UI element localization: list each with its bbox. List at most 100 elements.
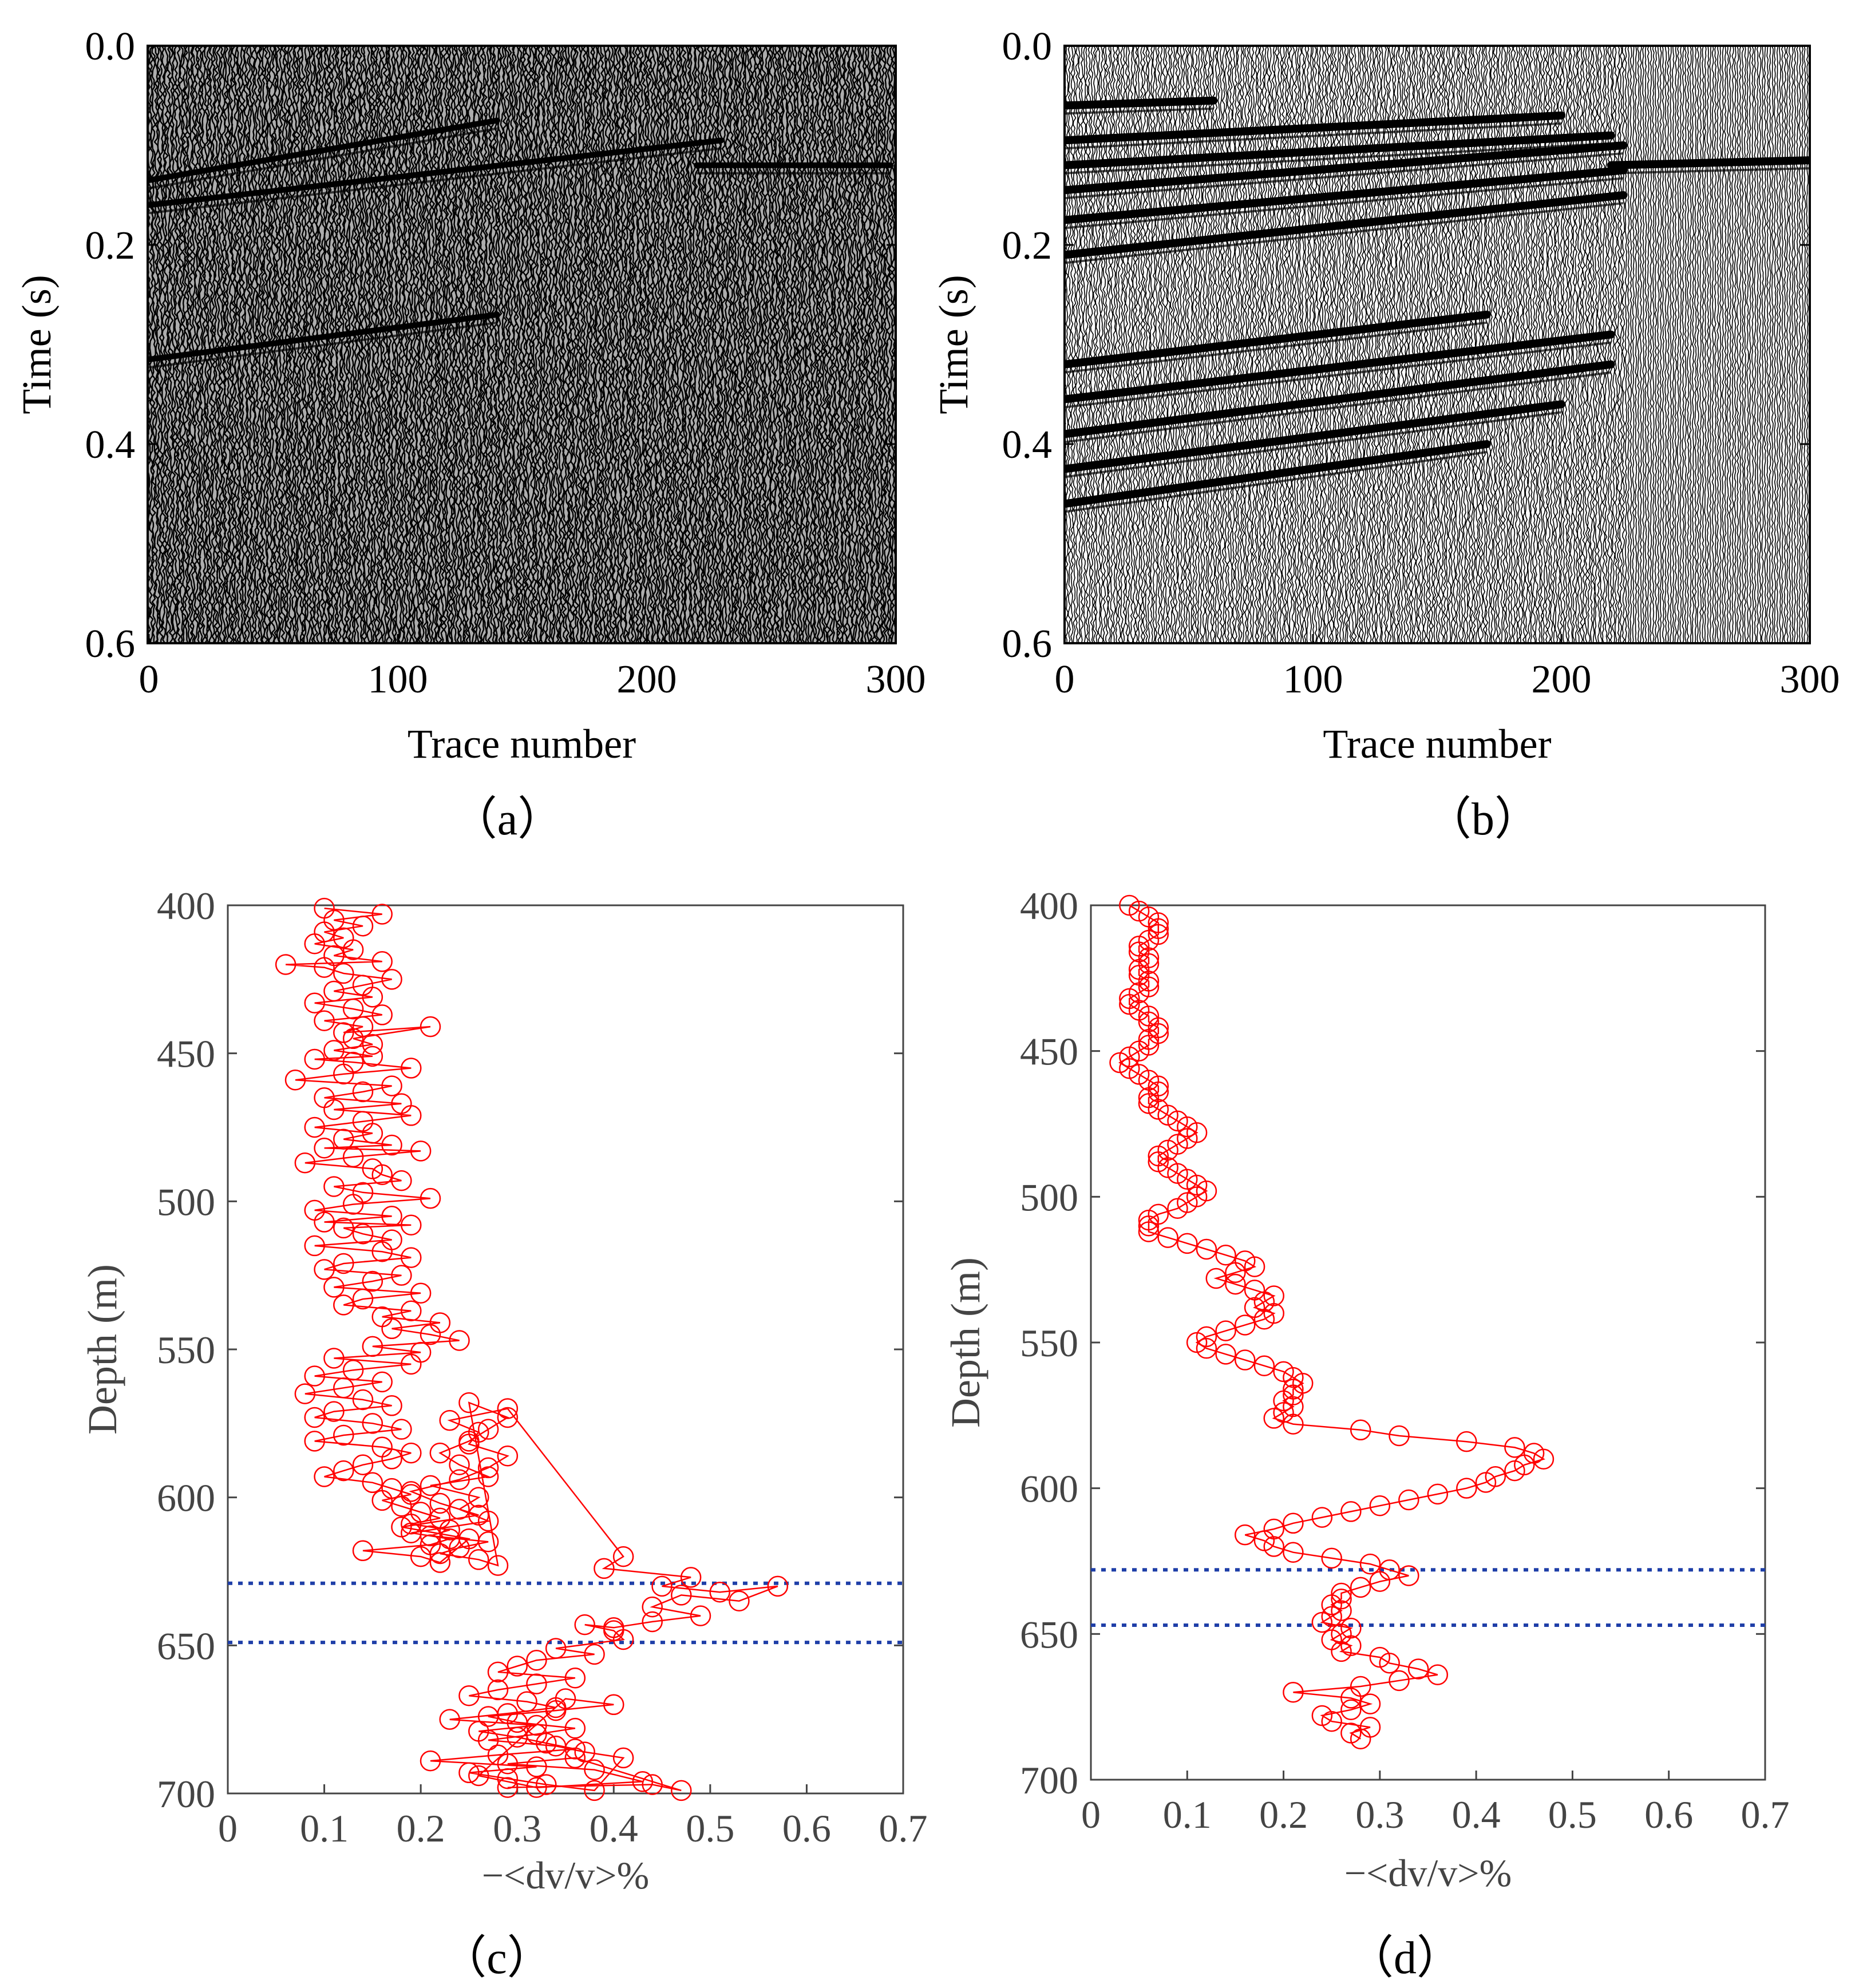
x-axis-label: −<dv/v>% xyxy=(482,1854,650,1897)
reflection-event xyxy=(1065,131,1615,169)
reflection-event xyxy=(1065,111,1565,145)
data-point xyxy=(632,1771,654,1792)
x-tick-label: 0.3 xyxy=(493,1807,541,1850)
data-point xyxy=(516,1691,537,1712)
data-point xyxy=(1235,1314,1256,1336)
data-point xyxy=(391,1419,412,1440)
reflection-event xyxy=(148,137,725,208)
data-point xyxy=(381,1395,402,1416)
data-point xyxy=(304,1365,325,1387)
data-point xyxy=(401,1300,422,1321)
data-point xyxy=(314,957,335,978)
data-point xyxy=(584,1644,605,1665)
data-point xyxy=(401,1442,422,1464)
data-point xyxy=(381,1318,402,1340)
data-point xyxy=(391,1516,412,1538)
data-point xyxy=(401,1058,422,1079)
data-point xyxy=(1235,1524,1256,1546)
seismic-wiggles xyxy=(148,46,896,643)
data-point xyxy=(497,1407,519,1428)
data-point xyxy=(304,1235,325,1257)
data-point xyxy=(371,1004,393,1025)
data-point xyxy=(371,1164,393,1186)
reflection-event-tail xyxy=(1065,122,1562,150)
reflection-event-tail xyxy=(1065,107,1214,115)
y-axis-label: Depth (m) xyxy=(943,1257,988,1428)
panel-subtitle: （b） xyxy=(1426,794,1540,845)
data-point xyxy=(275,954,296,975)
x-tick-label: 0.6 xyxy=(1644,1793,1693,1836)
y-tick-label: 600 xyxy=(157,1476,215,1520)
data-point xyxy=(1225,1273,1246,1295)
data-point xyxy=(401,1353,422,1375)
data-point xyxy=(1205,1268,1227,1289)
reflection-event-tail xyxy=(1065,177,1624,229)
seismic-trace-wiggles xyxy=(148,46,896,643)
y-tick-label: 400 xyxy=(157,884,215,928)
data-point xyxy=(352,1223,374,1245)
data-point xyxy=(767,1575,789,1597)
data-point xyxy=(497,1768,519,1789)
y-tick-label: 550 xyxy=(157,1328,215,1372)
data-point xyxy=(391,1495,412,1517)
data-point xyxy=(362,1472,383,1494)
panel-d-dvv-profile: 0 0.1 0.2 0.3 0.4 0.5 0.6 0.7 400 450 500 550 600 650… xyxy=(943,884,1790,1983)
y-tick-label: 500 xyxy=(1020,1175,1078,1219)
y-tick-label: 500 xyxy=(157,1180,215,1223)
data-point xyxy=(564,1717,586,1739)
y-tick-label: 450 xyxy=(157,1032,215,1076)
y-tick-label: 0.4 xyxy=(85,423,136,467)
data-point xyxy=(342,998,364,1020)
data-point xyxy=(1504,1437,1525,1458)
data-point xyxy=(458,1528,480,1550)
data-point xyxy=(352,915,374,937)
reflection-event-tail xyxy=(1065,321,1488,374)
reflection-event-tail xyxy=(1065,411,1562,478)
reflection-event-tail xyxy=(148,127,498,189)
reflection-event xyxy=(148,117,500,183)
data-point xyxy=(1263,1408,1284,1429)
data-point xyxy=(1359,1553,1381,1575)
x-tick-label: 0.1 xyxy=(1163,1793,1212,1836)
data-point xyxy=(314,1259,335,1280)
data-point xyxy=(362,1123,383,1144)
data-point xyxy=(594,1558,615,1579)
data-point xyxy=(381,969,402,990)
data-point xyxy=(642,1774,663,1795)
data-point xyxy=(564,1667,586,1689)
data-point xyxy=(323,1040,345,1061)
data-point xyxy=(391,1170,412,1191)
x-tick-label: 300 xyxy=(1780,658,1840,702)
data-point xyxy=(526,1673,547,1694)
y-axis-label: Time (s) xyxy=(14,275,60,414)
data-point xyxy=(651,1575,673,1597)
data-point xyxy=(449,1330,470,1351)
reflection-event-tail xyxy=(1065,451,1488,513)
data-point xyxy=(352,1389,374,1411)
data-point xyxy=(1283,1681,1304,1703)
data-point xyxy=(458,1392,480,1413)
data-point xyxy=(1350,1577,1371,1598)
data-point xyxy=(429,1442,451,1464)
y-tick-label: 0.0 xyxy=(1002,25,1053,69)
x-tick-label: 0.2 xyxy=(397,1807,445,1850)
data-point xyxy=(352,1288,374,1310)
data-point xyxy=(362,1046,383,1067)
data-point xyxy=(477,1457,499,1479)
data-point xyxy=(526,1777,547,1798)
data-point xyxy=(371,1371,393,1393)
data-point xyxy=(507,1712,528,1733)
data-point xyxy=(314,1137,335,1159)
data-point xyxy=(526,1756,547,1777)
x-tick-label: 0 xyxy=(1081,1793,1101,1836)
data-point xyxy=(1331,1641,1352,1662)
data-point xyxy=(1235,1349,1256,1371)
data-point xyxy=(1283,1542,1304,1563)
x-axis-label: Trace number xyxy=(1323,721,1551,767)
x-tick-label: 0.4 xyxy=(1452,1793,1501,1836)
x-tick-label: 200 xyxy=(1532,658,1592,702)
data-point xyxy=(612,1629,634,1650)
x-tick-label: 300 xyxy=(866,658,926,702)
data-point xyxy=(333,1217,354,1239)
reflection-event xyxy=(148,311,500,363)
